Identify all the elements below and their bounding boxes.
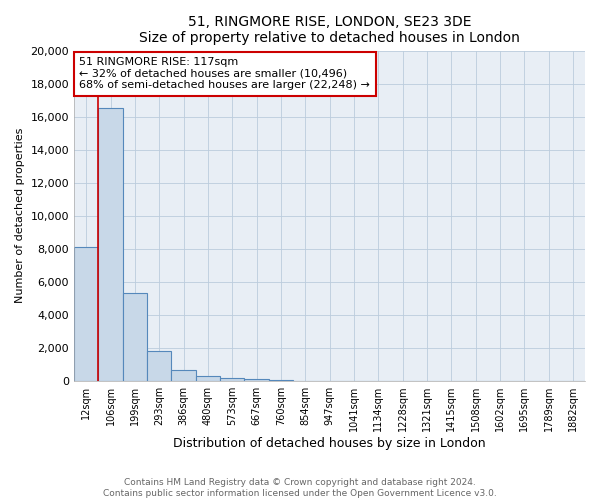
- Bar: [269, 380, 293, 381]
- Bar: [220, 378, 244, 381]
- Title: 51, RINGMORE RISE, LONDON, SE23 3DE
Size of property relative to detached houses: 51, RINGMORE RISE, LONDON, SE23 3DE Size…: [139, 15, 520, 45]
- Text: Contains HM Land Registry data © Crown copyright and database right 2024.
Contai: Contains HM Land Registry data © Crown c…: [103, 478, 497, 498]
- Text: 51 RINGMORE RISE: 117sqm
← 32% of detached houses are smaller (10,496)
68% of se: 51 RINGMORE RISE: 117sqm ← 32% of detach…: [79, 57, 370, 90]
- Bar: [196, 376, 220, 381]
- Bar: [98, 108, 123, 381]
- Y-axis label: Number of detached properties: Number of detached properties: [15, 128, 25, 304]
- Bar: [172, 370, 196, 381]
- Bar: [244, 380, 269, 381]
- X-axis label: Distribution of detached houses by size in London: Distribution of detached houses by size …: [173, 437, 486, 450]
- Bar: [123, 294, 147, 381]
- Bar: [74, 247, 98, 381]
- Bar: [147, 352, 172, 381]
